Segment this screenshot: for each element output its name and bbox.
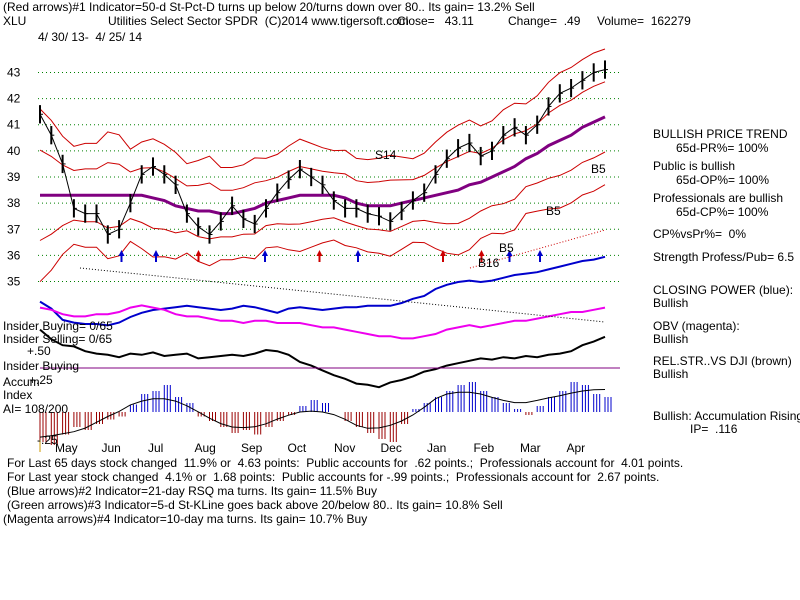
y-tick-label: 35 [7, 275, 21, 289]
mid-lower-band [39, 151, 606, 241]
footer-line-5: (Magenta arrows)#4 Indicator=10-day ma t… [3, 512, 368, 526]
upper-band [39, 48, 606, 168]
mid-upper-band [39, 81, 606, 191]
accum-plus-25: +.25 [29, 373, 53, 387]
y-tick-label: 37 [7, 222, 21, 236]
blue-arrow [262, 250, 268, 262]
annotation-s14: S14 [375, 148, 397, 162]
x-tick-label: Apr [567, 441, 586, 455]
side-public: Public is bullish [653, 159, 736, 173]
blue-arrow [153, 250, 159, 262]
price-line [39, 69, 606, 236]
chart-title: Utilities Select Sector SPDR (C)2014 www… [108, 14, 409, 28]
side-cpvspr: CP%vsPr%= 0% [653, 227, 747, 241]
footer-line-4: (Green arrows)#3 Indicator=5-d St-KLine … [7, 498, 503, 512]
footer-line-3: (Blue arrows)#2 Indicator=21-day RSQ ma … [7, 484, 377, 498]
x-tick-label: Jul [148, 441, 163, 455]
side-bullish-trend: BULLISH PRICE TREND [653, 127, 788, 141]
x-tick-label: May [55, 441, 78, 455]
insider-buying-label: Insider Buying [3, 359, 80, 373]
side-ip: IP= .116 [690, 422, 738, 436]
blue-arrow [355, 250, 361, 262]
cp-trend-dotted [79, 267, 606, 323]
side-op: 65d-OP%= 100% [676, 173, 770, 187]
side-relstr-value: Bullish [653, 367, 689, 381]
x-tick-label: Oct [288, 441, 307, 455]
blue-arrow [506, 250, 513, 262]
side-strength: Strength Profess/Pub= 6.5 [653, 250, 795, 264]
accum-plus-50: +.50 [27, 344, 51, 358]
insider-selling-count: Insider Selling= 0/65 [3, 332, 113, 346]
x-tick-label: Aug [195, 441, 216, 455]
x-tick-label: Dec [381, 441, 402, 455]
red-arrow [195, 250, 202, 262]
footer-line-1: For Last 65 days stock changed 11.9% or … [7, 456, 684, 470]
side-relstr-label: REL.STR..VS DJI (brown) [653, 354, 792, 368]
y-tick-label: 40 [7, 144, 21, 158]
annotation-b5-a: B5 [591, 162, 606, 176]
accum-minus-25: -.25 [37, 433, 58, 447]
y-tick-label: 42 [7, 92, 21, 106]
side-pr: 65d-PR%= 100% [676, 141, 769, 155]
blue-arrow [537, 250, 543, 262]
footer-line-2: For Last year stock changed 4.1% or 1.68… [7, 470, 660, 484]
x-tick-label: Mar [520, 441, 541, 455]
ai-value: AI= 108/200 [3, 402, 69, 416]
annotation-b5-c: B5 [499, 241, 514, 255]
annotation-b5-b: B5 [546, 204, 561, 218]
y-tick-label: 36 [7, 248, 21, 262]
index-label: Index [3, 388, 33, 402]
accum-average-line [39, 389, 606, 438]
side-cp: 65d-CP%= 100% [676, 205, 769, 219]
y-tick-label: 43 [7, 65, 21, 79]
header-indicator-1: (Red arrows)#1 Indicator=50-d St-Pct-D t… [3, 0, 535, 14]
date-range: 4/ 30/ 13- 4/ 25/ 14 [38, 30, 143, 44]
y-tick-label: 39 [7, 170, 21, 184]
moving-average-line [40, 115, 606, 216]
side-closing-power-value: Bullish [653, 296, 689, 310]
header-symbol: XLU [3, 14, 27, 28]
red-arrow [316, 250, 323, 262]
x-tick-label: Feb [474, 441, 495, 455]
x-tick-label: Jun [102, 441, 121, 455]
side-closing-power-label: CLOSING POWER (blue): [653, 283, 794, 297]
closing-power-line [39, 255, 606, 327]
x-tick-label: Jan [427, 441, 446, 455]
relstr-line [39, 328, 606, 389]
lower-band [39, 184, 606, 283]
annotation-b16: B16 [478, 256, 500, 270]
obv-line [39, 304, 606, 340]
accum-label: Accum [3, 375, 40, 389]
x-tick-label: Nov [334, 441, 355, 455]
x-tick-label: Sep [241, 441, 263, 455]
close-value: Close= 43.11 [397, 14, 474, 28]
y-tick-label: 38 [7, 196, 21, 210]
volume-value: Volume= 162279 [597, 14, 691, 28]
red-arrow [478, 250, 485, 262]
red-arrow [440, 250, 446, 262]
change-value: Change= .49 [508, 14, 581, 28]
side-accum-label: Bullish: Accumulation Rising [653, 409, 800, 423]
side-obv-value: Bullish [653, 332, 689, 346]
side-prof: Professionals are bullish [653, 191, 784, 205]
side-obv-label: OBV (magenta): [653, 319, 740, 333]
y-tick-label: 41 [7, 118, 21, 132]
blue-arrow [118, 250, 125, 262]
insider-buying-count: Insider Buying= 0/65 [3, 319, 113, 333]
